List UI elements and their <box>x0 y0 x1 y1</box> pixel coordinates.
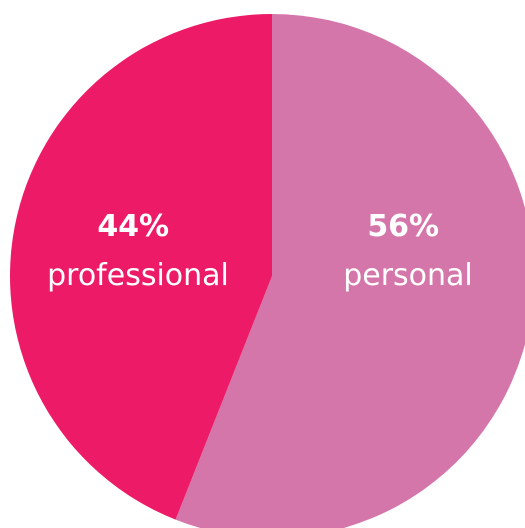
pie-slice-personal <box>175 14 525 528</box>
pie-slice-professional <box>9 14 273 520</box>
slice-value-professional: 44% <box>97 209 169 244</box>
slice-name-personal: personal <box>343 258 473 293</box>
slice-name-professional: professional <box>47 258 229 293</box>
slice-label-professional: 44% professional <box>47 209 229 293</box>
pie-labels: 56% personal 44% professional <box>47 209 473 293</box>
slice-label-personal: 56% personal <box>343 209 473 293</box>
pie-slices <box>9 14 525 528</box>
slice-value-personal: 56% <box>367 209 439 244</box>
